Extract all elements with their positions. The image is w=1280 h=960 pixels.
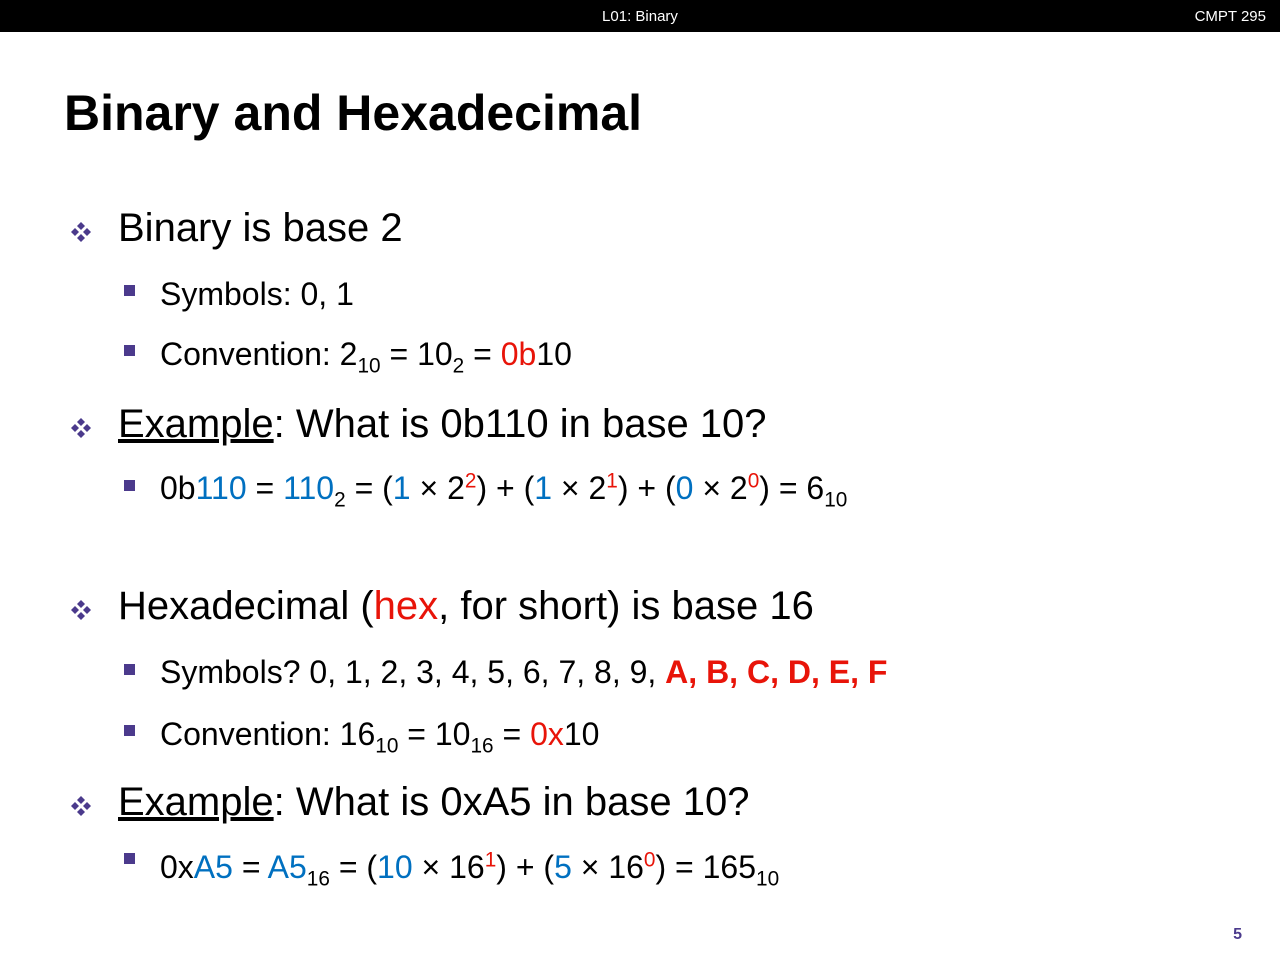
text-segment: hex	[373, 584, 439, 628]
text-segment: 0	[675, 470, 694, 506]
text-segment: 1	[534, 470, 553, 506]
text-segment: : What is 0xA5 in base 10?	[273, 780, 750, 824]
text-segment: =	[246, 470, 284, 506]
diamond-bullet	[71, 418, 91, 438]
header-course: CMPT 295	[1194, 8, 1266, 25]
text-segment: Hexadecimal (	[118, 584, 374, 628]
text-segment: 16	[306, 867, 330, 891]
text-segment: 1	[606, 469, 618, 493]
text-segment: ) + (	[496, 849, 555, 885]
text-segment: Binary is base 2	[118, 206, 403, 250]
text-segment: 110	[195, 470, 247, 506]
square-bullet	[124, 725, 135, 736]
text-segment: 5	[554, 849, 572, 885]
text-segment: =	[493, 716, 531, 752]
text-segment: 0x	[160, 849, 194, 885]
square-bullet	[124, 345, 135, 356]
header-title: L01: Binary	[602, 8, 678, 25]
square-bullet	[124, 480, 135, 491]
text-segment: 1	[392, 470, 411, 506]
text-segment: × 2	[552, 470, 607, 506]
bullet-line: Binary is base 2	[118, 208, 403, 248]
text-segment: : What is 0b110 in base 10?	[273, 402, 767, 446]
text-segment: = (	[329, 849, 378, 885]
text-segment: A, B, C, D, E, F	[665, 654, 888, 690]
text-segment: = (	[345, 470, 393, 506]
text-segment: Symbols: 0, 1	[160, 276, 354, 312]
bullet-line: Hexadecimal (hex, for short) is base 16	[118, 586, 814, 626]
bullet-line: 0xA5 = A516 = (10 × 161) + (5 × 160) = 1…	[160, 848, 779, 890]
text-segment: ) + (	[617, 470, 676, 506]
text-segment: 10	[824, 488, 848, 512]
text-segment: =	[232, 849, 268, 885]
bullet-line: 0b110 = 1102 = (1 × 22) + (1 × 21) + (0 …	[160, 469, 847, 511]
text-segment: = 10	[380, 336, 453, 372]
text-segment: Symbols? 0, 1, 2, 3, 4, 5, 6, 7, 8, 9,	[160, 654, 666, 690]
text-segment: 10	[536, 336, 572, 372]
bullet-line: Example: What is 0xA5 in base 10?	[118, 782, 749, 822]
text-segment: 0b	[160, 470, 196, 506]
text-segment: 110	[283, 470, 335, 506]
diamond-bullet	[71, 796, 91, 816]
diamond-bullet	[71, 600, 91, 620]
bullet-line: Convention: 210 = 102 = 0b10	[160, 336, 572, 376]
text-segment: 2	[452, 354, 465, 378]
text-segment: 2	[464, 469, 477, 493]
text-segment: 1	[484, 848, 497, 872]
text-segment: × 16	[571, 849, 644, 885]
text-segment: × 2	[693, 470, 748, 506]
text-segment: ) = 165	[655, 849, 757, 885]
text-segment: 16	[470, 734, 494, 758]
text-segment: A5	[267, 849, 307, 885]
square-bullet	[124, 853, 135, 864]
text-segment: × 2	[410, 470, 465, 506]
text-segment: 10	[357, 354, 381, 378]
text-segment: 10	[563, 716, 600, 752]
bullet-line: Symbols? 0, 1, 2, 3, 4, 5, 6, 7, 8, 9, A…	[160, 656, 887, 688]
text-segment: Example	[118, 780, 274, 824]
text-segment: 0	[643, 848, 656, 872]
text-segment: 0	[747, 469, 760, 493]
text-segment: ) = 6	[759, 470, 825, 506]
top-bar: L01: Binary CMPT 295	[0, 0, 1280, 32]
bullet-line: Convention: 1610 = 1016 = 0x10	[160, 716, 600, 756]
text-segment: Example	[118, 402, 274, 446]
text-segment: Convention: 16	[160, 716, 376, 752]
bullet-line: Example: What is 0b110 in base 10?	[118, 404, 767, 444]
square-bullet	[124, 664, 135, 675]
slide-title: Binary and Hexadecimal	[64, 85, 643, 141]
text-segment: ) + (	[476, 470, 535, 506]
text-segment: 0x	[530, 716, 564, 752]
text-segment: × 16	[412, 849, 485, 885]
bullet-line: Symbols: 0, 1	[160, 278, 354, 310]
text-segment: =	[464, 336, 501, 372]
text-segment: 10	[756, 867, 780, 891]
page-number: 5	[1233, 926, 1242, 943]
text-segment: 10	[375, 734, 399, 758]
text-segment: , for short) is base 16	[438, 584, 814, 628]
square-bullet	[124, 285, 135, 296]
text-segment: Convention: 2	[160, 336, 358, 372]
text-segment: = 10	[398, 716, 471, 752]
text-segment: 0b	[500, 336, 537, 372]
text-segment: A5	[193, 849, 233, 885]
text-segment: 2	[334, 488, 346, 512]
text-segment: 10	[377, 849, 413, 885]
diamond-bullet	[71, 222, 91, 242]
